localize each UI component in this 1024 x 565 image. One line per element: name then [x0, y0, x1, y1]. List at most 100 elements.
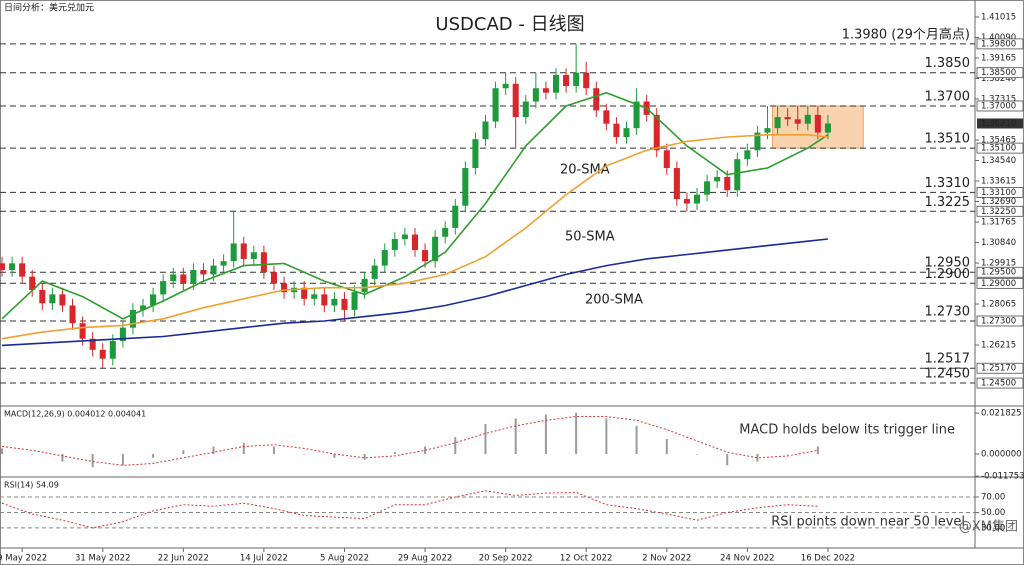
candle-body: [260, 252, 267, 273]
candle-body: [210, 265, 217, 275]
y-tick-label: 1.30840: [981, 238, 1016, 248]
macd-bar: [665, 439, 668, 455]
macd-bar: [454, 437, 457, 455]
candle-body: [301, 287, 308, 299]
candle-body: [734, 159, 741, 191]
axis-box: [976, 277, 1024, 289]
candle-body: [442, 227, 449, 237]
x-tick-label: 16 Dec 2022: [801, 554, 855, 564]
candle-body: [119, 327, 126, 341]
macd-bar: [696, 454, 699, 455]
level-axis-label: 1.29500: [981, 268, 1016, 278]
macd-bar: [1, 448, 4, 455]
candle-body: [9, 263, 16, 271]
y-tick-label: 1.33615: [981, 177, 1016, 187]
last-price-box: [977, 118, 1023, 129]
candle-body: [452, 205, 459, 228]
candle-body: [39, 289, 46, 304]
candle-body: [160, 281, 167, 295]
macd-bar: [756, 454, 759, 462]
macd-bar: [393, 452, 396, 455]
macd-bar: [575, 412, 578, 455]
axis-box: [976, 67, 1024, 79]
macd-bar: [363, 454, 366, 460]
candle-body: [331, 298, 338, 306]
macd-bar: [61, 454, 64, 462]
candle-body: [693, 194, 701, 204]
macd-bar: [152, 454, 155, 458]
level-axis-label: 1.33100: [981, 188, 1016, 198]
candle-body: [240, 243, 247, 259]
x-tick-label: 31 May 2022: [75, 554, 130, 564]
axis-box: [976, 362, 1024, 374]
candle-body: [814, 114, 821, 133]
candle-body: [653, 114, 660, 151]
candle-body: [512, 83, 519, 118]
candle-body: [79, 323, 86, 339]
level-axis-label: 1.29000: [981, 279, 1016, 289]
level-label: 1.2450: [925, 367, 971, 382]
level-axis-label: 1.37000: [981, 101, 1016, 111]
macd-bar: [303, 454, 306, 455]
candle-body: [432, 236, 439, 262]
macd-bar: [514, 418, 517, 455]
sma-line: [1, 238, 828, 347]
candle-body: [522, 101, 529, 118]
candle-body: [150, 294, 157, 306]
sma-line: [1, 91, 829, 320]
x-tick-label: 29 Aug 2022: [398, 554, 452, 564]
series-label: 20-SMA: [560, 163, 610, 178]
candle-body: [804, 114, 811, 124]
macd-bar: [121, 454, 124, 466]
y-tick-label: 70.00: [981, 493, 1005, 503]
header: 日间分析：美元兑加元: [4, 2, 94, 14]
axis-box: [976, 187, 1024, 198]
candle-body: [230, 243, 237, 262]
candle-body: [0, 263, 6, 271]
candle-body: [140, 305, 147, 310]
x-tick-label: 20 Sep 2022: [479, 554, 533, 564]
chart-title: USDCAD - 日线图: [435, 14, 584, 35]
candle-body: [321, 294, 328, 306]
candle-body: [29, 276, 36, 290]
level-label: 1.3700: [925, 89, 971, 104]
level-label: 1.2950: [925, 256, 971, 271]
axis-box: [976, 205, 1024, 217]
y-tick-label: 0.000000: [981, 450, 1022, 460]
macd-bar: [484, 424, 487, 455]
level-axis-label: 1.25170: [981, 364, 1016, 374]
candle-body: [462, 168, 469, 206]
rsi-line: [1, 490, 818, 529]
rsi-title: RSI(14) 54.09: [4, 481, 59, 490]
x-tick-label: 5 Aug 2022: [320, 554, 369, 564]
candle-body: [49, 294, 56, 304]
signal-line: [1, 416, 818, 466]
watermark: @XM集团: [959, 519, 1018, 535]
candle-body: [542, 88, 549, 93]
candle-body: [361, 278, 368, 293]
level-label: 1.3225: [925, 195, 971, 210]
candle-body: [482, 121, 489, 140]
series-label: 200-SMA: [585, 293, 643, 308]
series-label: 50-SMA: [565, 230, 615, 245]
candle-body: [59, 294, 66, 306]
candle-body: [89, 338, 96, 350]
y-tick-label: 1.28065: [981, 300, 1016, 310]
candle-body: [623, 128, 630, 138]
macd-bar: [786, 454, 789, 455]
level-label: 1.2730: [925, 304, 971, 319]
candle-body: [401, 234, 408, 239]
candle-body: [371, 265, 378, 279]
y-tick-label: -0.011753: [981, 472, 1024, 482]
candle-body: [281, 283, 288, 293]
y-tick-label: 50.00: [981, 508, 1005, 518]
candle-body: [200, 270, 207, 275]
y-tick-label: 1.35465: [981, 136, 1016, 146]
candle-body: [502, 83, 509, 89]
y-tick-label: 0.021825: [981, 409, 1022, 419]
macd-note: MACD holds below its trigger line: [739, 423, 955, 438]
level-axis-label: 1.27300: [981, 316, 1016, 326]
candle-body: [724, 176, 731, 191]
y-tick-label: 1.40090: [981, 33, 1016, 43]
